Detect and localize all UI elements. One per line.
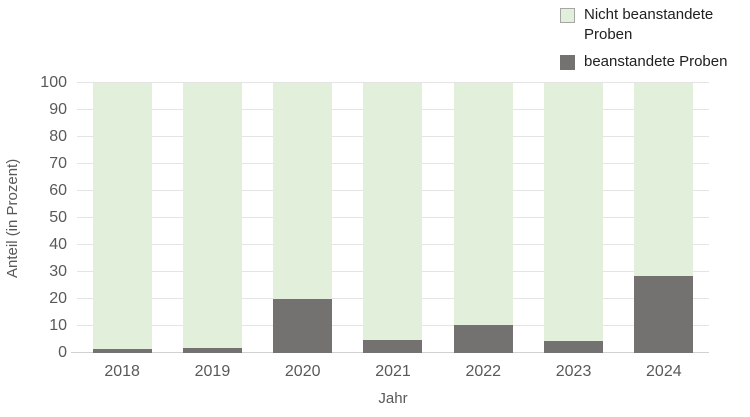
- bar-2022: [438, 83, 528, 353]
- legend-label: Nicht beanstandete Proben: [584, 6, 714, 43]
- bar-stack-2022: [453, 83, 513, 353]
- x-axis-tick-labels: 2018 2019 2020 2021 2022 2023 2024: [77, 363, 709, 381]
- legend-item-nicht-beanstandete: Nicht beanstandete Proben: [560, 5, 746, 45]
- y-tick-label-50: 50: [49, 209, 67, 226]
- segment-nicht-beanstandete-2023: [544, 83, 604, 341]
- bar-stack-2024: [634, 83, 694, 353]
- x-tick-label-2021: 2021: [375, 363, 411, 380]
- y-tick-label-80: 80: [49, 128, 67, 145]
- plot-area: [71, 82, 709, 353]
- segment-nicht-beanstandete-2024: [634, 83, 694, 277]
- segment-nicht-beanstandete-2020: [273, 83, 333, 299]
- segment-beanstandete-2018: [92, 348, 152, 353]
- segment-nicht-beanstandete-2019: [182, 83, 242, 348]
- bar-2023: [528, 83, 618, 353]
- bar-stack-2020: [273, 83, 333, 353]
- bar-2019: [167, 83, 257, 353]
- legend-swatch-gray: [560, 55, 575, 70]
- bar-2018: [77, 83, 167, 353]
- segment-beanstandete-2020: [273, 299, 333, 353]
- y-tick-label-10: 10: [49, 317, 67, 334]
- chart-legend: Nicht beanstandete Proben beanstandete P…: [560, 5, 746, 79]
- bar-2024: [619, 83, 709, 353]
- segment-beanstandete-2019: [182, 347, 242, 353]
- bar-stack-2018: [92, 83, 152, 353]
- segment-beanstandete-2021: [363, 339, 423, 353]
- y-tick-label-90: 90: [49, 101, 67, 118]
- legend-swatch-green: [560, 8, 575, 23]
- x-tick-label-2024: 2024: [646, 363, 682, 380]
- legend-item-beanstandete: beanstandete Proben: [560, 52, 746, 72]
- y-tick-label-30: 30: [49, 263, 67, 280]
- y-axis-tick-labels: 0 10 20 30 40 50 60 70 80 90 100: [0, 74, 67, 361]
- y-tick-label-60: 60: [49, 182, 67, 199]
- x-axis-title: Jahr: [378, 390, 408, 407]
- bar-stack-2019: [182, 83, 242, 353]
- y-tick-label-0: 0: [58, 344, 67, 361]
- segment-beanstandete-2023: [544, 340, 604, 353]
- legend-label: beanstandete Proben: [584, 53, 728, 70]
- gridline-100: [77, 82, 709, 83]
- x-tick-label-2018: 2018: [104, 363, 140, 380]
- x-tick-label-2022: 2022: [465, 363, 502, 380]
- bar-stack-2023: [544, 83, 604, 353]
- y-tick-label-40: 40: [49, 236, 67, 253]
- bar-2021: [348, 83, 438, 353]
- x-tick-label-2023: 2023: [555, 363, 592, 380]
- segment-nicht-beanstandete-2021: [363, 83, 423, 340]
- segment-nicht-beanstandete-2018: [92, 83, 152, 349]
- bar-stack-2021: [363, 83, 423, 353]
- bar-2020: [258, 83, 348, 353]
- y-tick-label-70: 70: [49, 155, 67, 172]
- x-tick-label-2019: 2019: [194, 363, 231, 380]
- y-tick-label-20: 20: [49, 290, 67, 307]
- x-tick-label-2020: 2020: [284, 363, 321, 380]
- segment-nicht-beanstandete-2022: [453, 83, 513, 325]
- y-tick-label-100: 100: [40, 74, 67, 91]
- segment-beanstandete-2022: [453, 324, 513, 353]
- segment-beanstandete-2024: [634, 276, 694, 353]
